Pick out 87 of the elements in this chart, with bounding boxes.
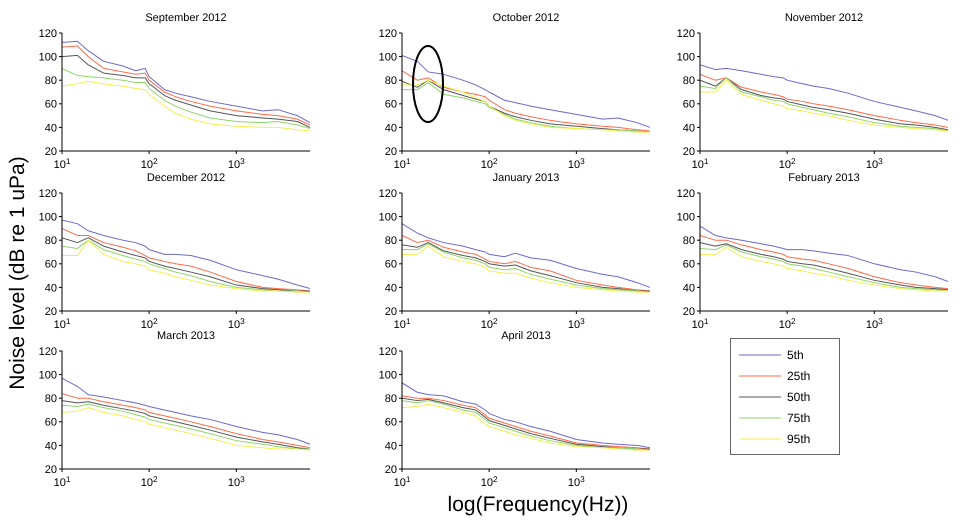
x-tick-label: 10$^{2}$: [140, 316, 158, 331]
y-tick-label: 60: [44, 416, 57, 429]
y-tick-label: 80: [682, 75, 695, 88]
y-tick-label: 80: [682, 235, 695, 248]
y-tick-label: 20: [384, 464, 397, 476]
x-tick-label: 10$^{1}$: [54, 474, 71, 489]
chart-title: February 2013: [787, 172, 861, 184]
x-tick-label: 10$^{2}$: [480, 316, 498, 331]
x-tick-label: 10$^{3}$: [228, 474, 246, 489]
chart-title: December 2012: [146, 172, 226, 184]
y-tick-label: 120: [378, 346, 397, 358]
y-tick-label: 20: [682, 146, 695, 158]
y-tick-label: 100: [378, 212, 397, 224]
legend-label: 50th: [787, 390, 810, 404]
x-tick-label: 10$^{2}$: [778, 156, 796, 171]
chart-title: March 2013: [156, 330, 216, 342]
x-tick-label: 10$^{1}$: [54, 156, 71, 171]
y-tick-label: 20: [682, 306, 695, 318]
y-tick-label: 40: [384, 122, 397, 134]
y-tick-label: 40: [44, 282, 57, 294]
y-tick-label: 20: [384, 146, 397, 158]
y-tick-label: 20: [384, 306, 397, 318]
y-tick-label: 60: [44, 98, 57, 111]
y-tick-label: 60: [682, 258, 695, 271]
chart-title: November 2012: [784, 12, 864, 24]
y-tick-label: 120: [38, 346, 57, 358]
y-tick-label: 40: [44, 440, 57, 452]
y-tick-label: 60: [384, 416, 397, 429]
x-tick-label: 10$^{1}$: [394, 156, 411, 171]
x-tick-label: 10$^{1}$: [692, 156, 709, 171]
x-tick-label: 10$^{2}$: [778, 316, 796, 331]
x-tick-label: 10$^{3}$: [228, 316, 246, 331]
legend-label: 95th: [787, 432, 810, 446]
y-tick-label: 20: [44, 146, 57, 158]
y-tick-label: 120: [676, 28, 695, 40]
x-tick-label: 10$^{1}$: [394, 474, 411, 489]
y-tick-label: 80: [44, 393, 57, 406]
y-tick-label: 100: [38, 212, 57, 224]
y-tick-label: 60: [384, 98, 397, 111]
y-tick-label: 100: [378, 370, 397, 382]
x-axis-title: log(Frequency(Hz)): [446, 493, 630, 517]
x-tick-label: 10$^{2}$: [480, 474, 498, 489]
y-tick-label: 120: [38, 188, 57, 200]
x-tick-label: 10$^{3}$: [568, 156, 586, 171]
legend-label: 5th: [787, 348, 804, 362]
x-tick-label: 10$^{3}$: [568, 316, 586, 331]
y-tick-label: 80: [384, 393, 397, 406]
x-tick-label: 10$^{1}$: [54, 316, 71, 331]
x-tick-label: 10$^{2}$: [480, 156, 498, 171]
y-tick-label: 40: [682, 282, 695, 294]
y-tick-label: 120: [676, 188, 695, 200]
y-tick-label: 100: [38, 370, 57, 382]
x-tick-label: 10$^{3}$: [866, 156, 884, 171]
y-tick-label: 60: [44, 258, 57, 271]
y-tick-label: 40: [682, 122, 695, 134]
y-tick-label: 60: [682, 98, 695, 111]
y-tick-label: 40: [384, 440, 397, 452]
y-tick-label: 20: [44, 464, 57, 476]
y-tick-label: 40: [44, 122, 57, 134]
y-tick-label: 120: [378, 188, 397, 200]
chart-title: October 2012: [492, 12, 560, 24]
y-tick-label: 60: [384, 258, 397, 271]
y-tick-label: 80: [44, 75, 57, 88]
y-tick-label: 120: [38, 28, 57, 40]
y-tick-label: 100: [676, 52, 695, 64]
x-tick-label: 10$^{2}$: [140, 474, 158, 489]
chart-title: September 2012: [144, 12, 228, 24]
legend-label: 25th: [787, 368, 810, 382]
y-tick-label: 100: [38, 52, 57, 64]
y-axis-title: Noise level (dB re 1 uPa): [6, 155, 30, 392]
x-tick-label: 10$^{3}$: [228, 156, 246, 171]
y-tick-label: 20: [44, 306, 57, 318]
x-tick-label: 10$^{3}$: [866, 316, 884, 331]
x-tick-label: 10$^{1}$: [692, 316, 709, 331]
y-tick-label: 80: [384, 75, 397, 88]
y-tick-label: 120: [378, 28, 397, 40]
chart-title: January 2013: [492, 172, 560, 184]
legend-label: 75th: [787, 410, 810, 424]
y-tick-label: 100: [676, 212, 695, 224]
y-tick-label: 80: [44, 235, 57, 248]
x-tick-label: 10$^{1}$: [394, 316, 411, 331]
x-tick-label: 10$^{2}$: [140, 156, 158, 171]
y-tick-label: 80: [384, 235, 397, 248]
chart-title: April 2013: [500, 330, 552, 342]
y-tick-label: 100: [378, 52, 397, 64]
y-tick-label: 40: [384, 282, 397, 294]
x-tick-label: 10$^{3}$: [568, 474, 586, 489]
